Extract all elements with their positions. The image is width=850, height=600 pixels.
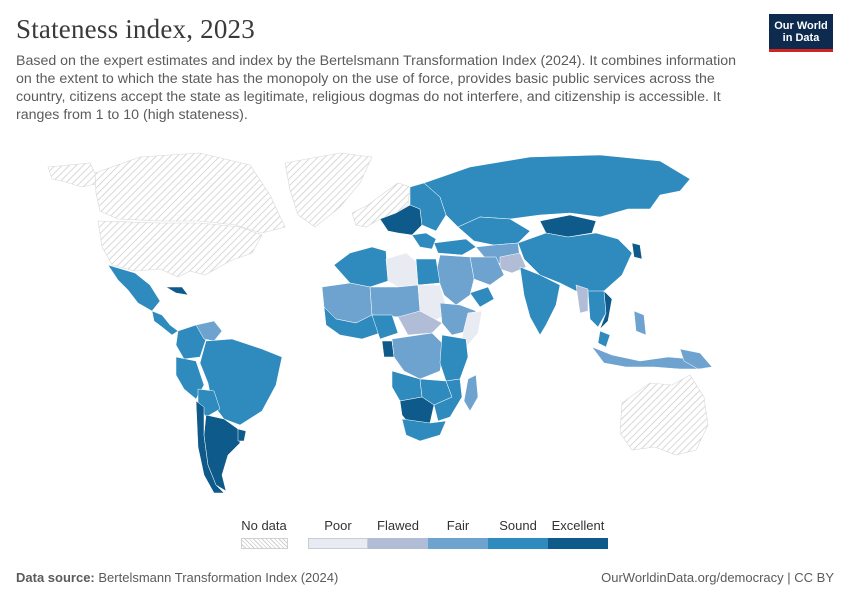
region-egypt[interactable] <box>415 258 441 286</box>
region-vietnam[interactable] <box>599 290 613 330</box>
region-western-europe[interactable] <box>351 182 411 228</box>
region-gabon[interactable] <box>381 340 395 358</box>
region-argentina[interactable] <box>203 414 241 492</box>
legend-swatch-excellent[interactable] <box>548 538 608 549</box>
legend-swatch-sound[interactable] <box>488 538 548 549</box>
region-philippines[interactable] <box>633 310 647 336</box>
region-congo[interactable] <box>391 332 445 380</box>
world-map[interactable] <box>0 135 850 505</box>
map-legend: No data Poor Flawed Fair Sound Excellent <box>0 512 850 552</box>
region-central-america[interactable] <box>151 310 179 336</box>
owid-logo[interactable]: Our World in Data <box>769 14 833 52</box>
region-venezuela[interactable] <box>195 320 223 342</box>
legend-swatch-flawed[interactable] <box>368 538 428 549</box>
region-malaysia[interactable] <box>597 330 611 348</box>
region-central-africa[interactable] <box>397 310 443 336</box>
chart-title: Stateness index, 2023 <box>16 14 255 44</box>
chart-subtitle: Based on the expert estimates and index … <box>16 53 737 123</box>
region-east-africa[interactable] <box>439 334 469 382</box>
region-mozambique[interactable] <box>433 378 463 422</box>
region-mexico[interactable] <box>107 264 161 312</box>
region-india[interactable] <box>519 266 561 336</box>
region-libya[interactable] <box>385 252 419 288</box>
legend-label-poor: Poor <box>324 518 352 533</box>
region-alaska[interactable] <box>47 162 101 188</box>
region-arabian-gulf[interactable] <box>469 286 495 308</box>
logo-line-1: Our World <box>774 19 828 32</box>
region-australia[interactable] <box>619 374 709 456</box>
data-source-text[interactable]: Bertelsmann Transformation Index (2024) <box>98 570 339 585</box>
region-russia[interactable] <box>423 154 691 228</box>
legend-swatch-poor[interactable] <box>308 538 368 549</box>
legend-label-flawed: Flawed <box>377 518 419 533</box>
region-usa[interactable] <box>97 220 263 278</box>
footer-link[interactable]: OurWorldinData.org/democracy | CC BY <box>601 570 834 585</box>
data-source-prefix: Data source: <box>16 570 95 585</box>
region-canada[interactable] <box>94 152 286 234</box>
region-indonesia[interactable] <box>591 346 705 370</box>
region-kazakhstan[interactable] <box>457 216 531 246</box>
region-korea[interactable] <box>631 242 643 260</box>
region-cuba[interactable] <box>165 286 189 296</box>
legend-swatch-fair[interactable] <box>428 538 488 549</box>
region-greenland[interactable] <box>284 152 373 228</box>
region-south-africa[interactable] <box>401 418 447 442</box>
logo-line-2: in Data <box>782 31 820 44</box>
region-somalia[interactable] <box>461 310 483 348</box>
region-myanmar[interactable] <box>575 284 589 314</box>
region-madagascar[interactable] <box>463 374 479 412</box>
legend-label-excellent: Excellent <box>551 518 605 533</box>
region-papua[interactable] <box>679 348 713 370</box>
legend-label-sound: Sound <box>499 518 537 533</box>
region-chile[interactable] <box>195 400 225 494</box>
region-niger-chad[interactable] <box>369 284 421 318</box>
region-balkans[interactable] <box>411 232 437 250</box>
region-sudan[interactable] <box>417 284 449 324</box>
data-source: Data source: Bertelsmann Transformation … <box>16 570 338 585</box>
legend-swatch-no-data[interactable] <box>241 538 288 549</box>
legend-label-no-data: No data <box>241 518 287 533</box>
region-indochina[interactable] <box>587 290 607 328</box>
legend-label-fair: Fair <box>446 518 470 533</box>
region-brazil[interactable] <box>199 338 283 426</box>
region-uruguay[interactable] <box>237 428 247 442</box>
region-nigeria[interactable] <box>371 314 399 340</box>
region-north-africa-west[interactable] <box>333 246 389 288</box>
region-peru[interactable] <box>175 356 205 400</box>
region-turkey[interactable] <box>433 238 477 256</box>
